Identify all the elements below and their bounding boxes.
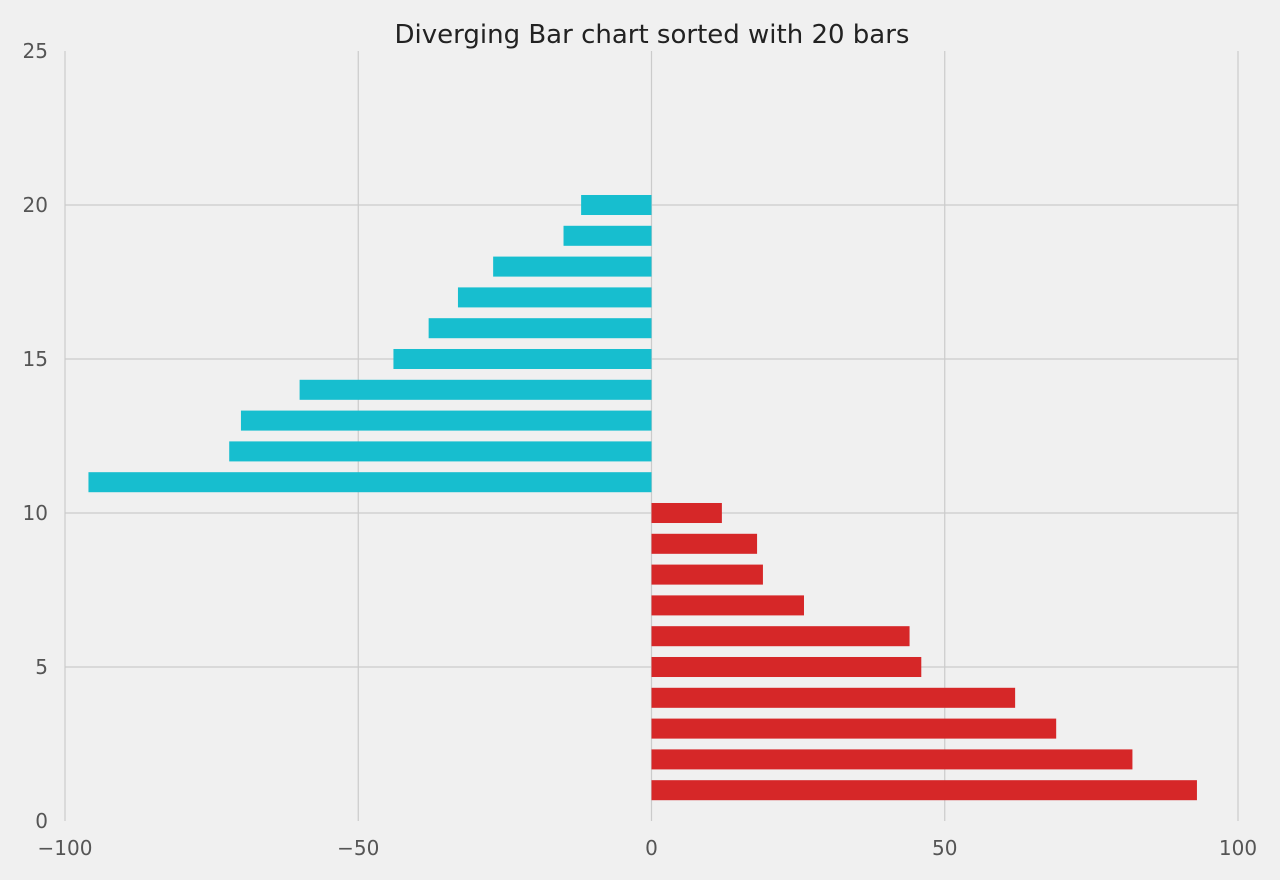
x-tick-label: 0 xyxy=(645,836,658,860)
bar-negative xyxy=(493,256,652,277)
bar-negative xyxy=(457,287,652,308)
bar-positive xyxy=(651,718,1057,739)
y-tick-label: 20 xyxy=(23,193,48,217)
bar-negative xyxy=(229,441,652,462)
bar-positive xyxy=(651,656,922,678)
bar-negative xyxy=(581,194,652,216)
y-tick-label: 10 xyxy=(23,501,48,525)
bar-positive xyxy=(651,687,1016,708)
bar-positive xyxy=(651,749,1133,770)
y-axis-ticks: 0 5 10 15 20 25 xyxy=(23,39,48,833)
y-tick-label: 15 xyxy=(23,347,48,371)
y-tick-label: 5 xyxy=(35,655,48,679)
bar-positive xyxy=(651,502,722,524)
bar-positive xyxy=(651,595,804,616)
chart-title: Diverging Bar chart sorted with 20 bars xyxy=(395,20,910,50)
x-tick-label: 100 xyxy=(1219,836,1257,860)
bar-negative xyxy=(393,348,652,370)
bars xyxy=(88,194,1197,801)
bar-negative xyxy=(88,472,652,493)
x-tick-label: −100 xyxy=(38,836,93,860)
y-tick-label: 25 xyxy=(23,39,48,63)
bar-negative xyxy=(240,410,652,431)
bar-positive xyxy=(651,780,1197,801)
bar-positive xyxy=(651,533,758,554)
bar-negative xyxy=(428,318,652,339)
bar-negative xyxy=(563,225,652,246)
x-tick-label: 50 xyxy=(932,836,957,860)
bar-positive xyxy=(651,626,910,647)
x-tick-label: −50 xyxy=(337,836,379,860)
x-axis-ticks: −100 −50 0 50 100 xyxy=(38,836,1258,860)
bar-positive xyxy=(651,564,763,585)
y-tick-label: 0 xyxy=(35,809,48,833)
bar-negative xyxy=(299,379,652,400)
